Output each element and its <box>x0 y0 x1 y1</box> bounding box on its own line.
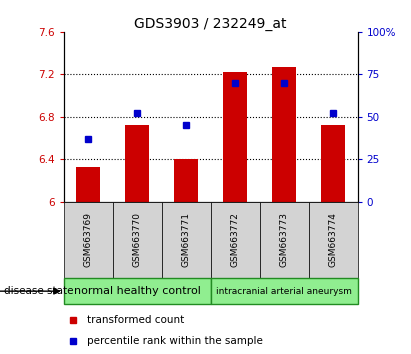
Text: disease state: disease state <box>4 286 74 296</box>
Text: GSM663771: GSM663771 <box>182 212 191 267</box>
Text: GSM663769: GSM663769 <box>84 212 93 267</box>
Text: GSM663770: GSM663770 <box>133 212 142 267</box>
Bar <box>64 278 210 304</box>
Bar <box>174 159 199 202</box>
Bar <box>272 67 296 202</box>
Text: transformed count: transformed count <box>87 315 185 325</box>
Bar <box>309 202 358 278</box>
Bar <box>76 167 100 202</box>
Bar <box>260 202 309 278</box>
Bar <box>211 202 260 278</box>
Bar <box>321 125 345 202</box>
Text: intracranial arterial aneurysm: intracranial arterial aneurysm <box>216 287 352 296</box>
Bar <box>162 202 211 278</box>
Text: GSM663772: GSM663772 <box>231 212 240 267</box>
Bar <box>223 72 247 202</box>
Title: GDS3903 / 232249_at: GDS3903 / 232249_at <box>134 17 287 31</box>
Text: normal healthy control: normal healthy control <box>74 286 201 296</box>
Text: GSM663773: GSM663773 <box>279 212 289 267</box>
Text: percentile rank within the sample: percentile rank within the sample <box>87 336 263 346</box>
Text: GSM663774: GSM663774 <box>328 212 337 267</box>
Bar <box>125 125 150 202</box>
Bar <box>64 202 113 278</box>
Bar <box>113 202 162 278</box>
Bar <box>211 278 358 304</box>
